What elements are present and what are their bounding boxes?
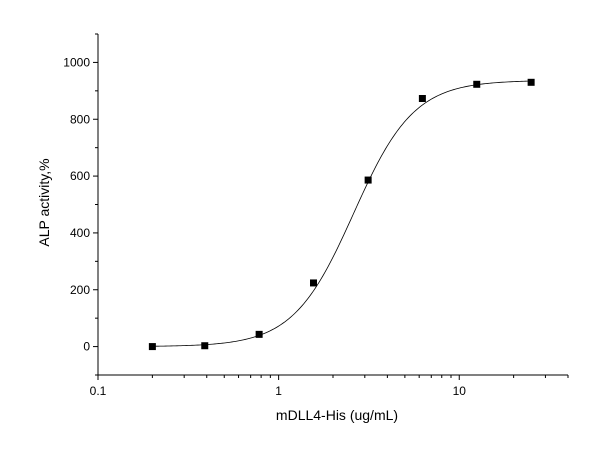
data-point <box>310 279 318 287</box>
y-tick-label: 1000 <box>63 55 90 69</box>
fit-curve <box>152 80 532 347</box>
data-point <box>527 78 535 86</box>
y-tick-label: 400 <box>70 226 90 240</box>
y-tick-label: 200 <box>70 283 90 297</box>
data-point <box>148 343 156 351</box>
x-tick-label: 10 <box>453 384 467 398</box>
y-tick-label: 600 <box>70 169 90 183</box>
data-point <box>364 176 372 184</box>
x-axis-title: mDLL4-His (ug/mL) <box>276 407 398 423</box>
y-axis-title: ALP activity,% <box>36 158 52 246</box>
y-tick-label: 800 <box>70 112 90 126</box>
x-tick-label: 0.1 <box>90 384 107 398</box>
y-tick-label: 0 <box>83 340 90 354</box>
x-tick-label: 1 <box>275 384 282 398</box>
data-point <box>473 80 481 88</box>
data-point <box>255 330 263 338</box>
data-point <box>418 95 426 103</box>
data-point <box>201 342 209 350</box>
plot-area: 0 200 400 600 800 1000 0.1 1 10 mDLL4-His (ug/mL)… <box>36 33 569 423</box>
